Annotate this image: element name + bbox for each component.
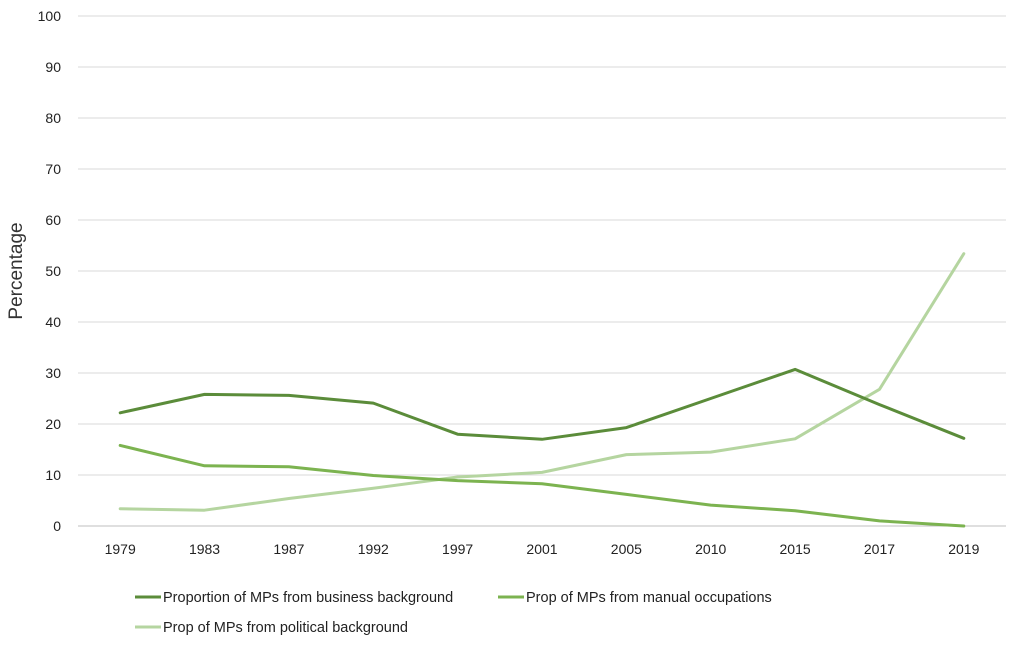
x-tick-label: 2017: [864, 541, 895, 557]
x-tick-label: 1983: [189, 541, 220, 557]
y-tick-label: 0: [53, 518, 61, 534]
y-axis-title: Percentage: [6, 222, 27, 319]
legend-label: Prop of MPs from manual occupations: [526, 590, 772, 606]
y-tick-label: 20: [45, 416, 61, 432]
y-tick-label: 10: [45, 467, 61, 483]
series-lines: [118, 252, 966, 528]
series-line-0: [118, 367, 966, 441]
legend-label: Proportion of MPs from business backgrou…: [163, 590, 453, 606]
series-line-1: [118, 443, 966, 528]
x-tick-label: 1997: [442, 541, 473, 557]
x-axis-tick-labels: 1979 1983 1987 1992 1997 2001 2005 2010 2015 2017…: [105, 541, 980, 557]
x-tick-label: 2001: [526, 541, 557, 557]
y-tick-label: 40: [45, 314, 61, 330]
series-line-2: [118, 252, 966, 512]
x-tick-label: 1979: [105, 541, 136, 557]
y-axis-tick-labels: 0 10 20 30 40 50 60 70 80 90 100: [38, 8, 62, 534]
x-tick-label: 2019: [948, 541, 979, 557]
legend-item-0: Proportion of MPs from business backgrou…: [135, 590, 453, 606]
gridlines: [78, 15, 1006, 527]
legend-item-1: Prop of MPs from manual occupations: [498, 590, 772, 606]
x-tick-label: 1987: [273, 541, 304, 557]
legend: Proportion of MPs from business backgrou…: [135, 590, 772, 636]
x-tick-label: 2010: [695, 541, 726, 557]
y-tick-label: 70: [45, 161, 61, 177]
y-tick-label: 60: [45, 212, 61, 228]
x-tick-label: 2005: [611, 541, 642, 557]
y-tick-label: 90: [45, 59, 61, 75]
legend-item-2: Prop of MPs from political background: [135, 620, 408, 636]
x-tick-label: 1992: [358, 541, 389, 557]
x-tick-label: 2015: [780, 541, 811, 557]
y-tick-label: 30: [45, 365, 61, 381]
y-tick-label: 100: [38, 8, 62, 24]
legend-label: Prop of MPs from political background: [163, 620, 408, 636]
y-tick-label: 80: [45, 110, 61, 126]
y-tick-label: 50: [45, 263, 61, 279]
